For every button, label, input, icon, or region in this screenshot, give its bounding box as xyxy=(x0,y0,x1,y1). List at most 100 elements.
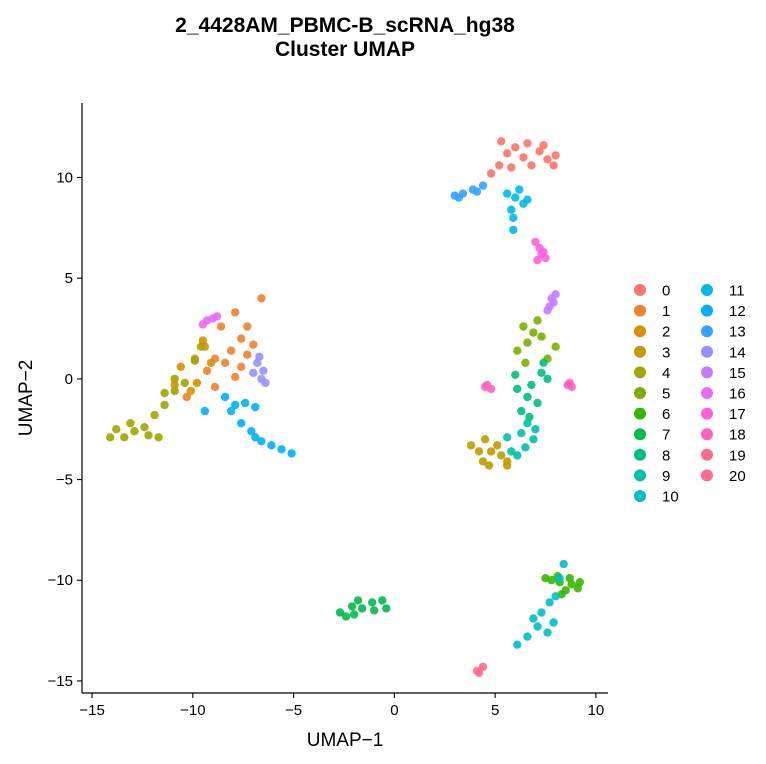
legend-item-6: 6 xyxy=(634,406,670,423)
legend-label: 12 xyxy=(729,303,746,320)
cluster-point xyxy=(170,386,179,396)
cluster-point xyxy=(241,398,250,408)
cluster-point xyxy=(160,400,169,410)
cluster-point xyxy=(523,392,532,402)
legend-item-18: 18 xyxy=(701,427,746,444)
cluster-point xyxy=(507,163,516,172)
cluster-point xyxy=(206,358,216,367)
cluster-point xyxy=(267,441,276,450)
legend-swatch xyxy=(634,325,646,338)
cluster-point xyxy=(454,193,464,202)
cluster-point xyxy=(517,429,526,438)
x-tick-label: 10 xyxy=(588,702,605,719)
cluster-point xyxy=(513,451,522,460)
cluster-point xyxy=(527,161,536,170)
cluster-point xyxy=(251,433,260,442)
legend-label: 1 xyxy=(662,303,670,320)
legend-swatch xyxy=(634,490,646,502)
x-axis-ticks: −15 −10 −5 0 5 10 xyxy=(79,693,604,719)
chart-title: 2_4428AM_PBMC-B_scRNA_hg38 xyxy=(175,14,515,37)
cluster-point xyxy=(480,435,490,444)
cluster-point xyxy=(474,447,484,456)
cluster-point xyxy=(533,255,542,265)
cluster-point xyxy=(555,574,564,583)
legend-item-10: 10 xyxy=(634,489,679,506)
legend-swatch xyxy=(701,448,713,461)
cluster-9-points xyxy=(503,419,540,460)
legend-swatch xyxy=(634,366,646,379)
cluster-point xyxy=(357,604,367,613)
cluster-point xyxy=(237,419,246,428)
legend-swatch xyxy=(634,304,646,317)
cluster-point xyxy=(529,435,538,444)
cluster-point xyxy=(257,437,266,446)
cluster-point xyxy=(482,380,492,390)
legend-label: 9 xyxy=(662,468,670,485)
cluster-point xyxy=(527,380,536,390)
cluster-point xyxy=(370,606,379,615)
cluster-point xyxy=(541,574,550,583)
cluster-point xyxy=(521,443,530,452)
cluster-16-points xyxy=(198,312,222,329)
cluster-point xyxy=(513,640,522,649)
cluster-point xyxy=(335,608,345,617)
legend-label: 4 xyxy=(662,365,670,382)
cluster-point xyxy=(341,612,351,621)
y-axis-title: UMAP−2 xyxy=(16,360,37,437)
legend-label: 19 xyxy=(729,447,746,464)
cluster-point xyxy=(140,423,149,432)
legend-label: 0 xyxy=(662,283,670,300)
legend-item-2: 2 xyxy=(634,324,670,341)
legend-swatch xyxy=(634,284,646,296)
cluster-point xyxy=(517,406,526,416)
cluster-point xyxy=(551,342,560,351)
legend-swatch xyxy=(634,345,646,358)
legend-swatch xyxy=(701,325,713,338)
legend-label: 6 xyxy=(662,406,670,423)
cluster-point xyxy=(533,622,542,631)
cluster-point xyxy=(537,332,546,341)
cluster-point xyxy=(176,362,185,371)
cluster-point xyxy=(531,425,540,434)
legend-item-8: 8 xyxy=(634,447,670,464)
cluster-point xyxy=(503,433,512,442)
cluster-point xyxy=(543,628,552,637)
cluster-point xyxy=(202,366,212,375)
cluster-point xyxy=(495,161,504,170)
cluster-point xyxy=(180,378,189,388)
legend-label: 3 xyxy=(662,344,670,361)
cluster-point xyxy=(231,400,240,410)
legend-label: 18 xyxy=(729,427,746,444)
cluster-point xyxy=(537,608,546,617)
cluster-point xyxy=(545,598,554,607)
cluster-point xyxy=(474,668,484,678)
cluster-point xyxy=(533,398,542,408)
cluster-point xyxy=(170,380,179,390)
legend-swatch xyxy=(701,387,713,399)
y-axis-ticks: −15 −10 −5 0 5 10 xyxy=(48,170,82,690)
cluster-point xyxy=(507,447,516,456)
cluster-point xyxy=(539,358,548,367)
legend-label: 2 xyxy=(662,324,670,341)
cluster-1-points xyxy=(182,294,266,402)
legend-label: 14 xyxy=(729,344,746,361)
cluster-13-points xyxy=(450,181,488,202)
legend-item-13: 13 xyxy=(701,324,746,341)
cluster-14-points xyxy=(249,352,270,388)
cluster-point xyxy=(198,320,208,329)
legend-swatch xyxy=(634,407,646,420)
cluster-point xyxy=(519,153,528,162)
cluster-point xyxy=(543,374,552,384)
cluster-point xyxy=(170,374,179,384)
cluster-point xyxy=(537,368,546,377)
legend-item-17: 17 xyxy=(701,406,746,423)
cluster-point xyxy=(551,290,560,299)
cluster-point xyxy=(533,316,542,325)
cluster-point xyxy=(220,358,230,367)
x-tick-label: 0 xyxy=(390,702,398,719)
cluster-point xyxy=(277,445,286,454)
cluster-point xyxy=(509,225,518,235)
legend-item-5: 5 xyxy=(634,386,670,403)
cluster-12-points xyxy=(200,392,296,458)
cluster-point xyxy=(231,372,240,382)
